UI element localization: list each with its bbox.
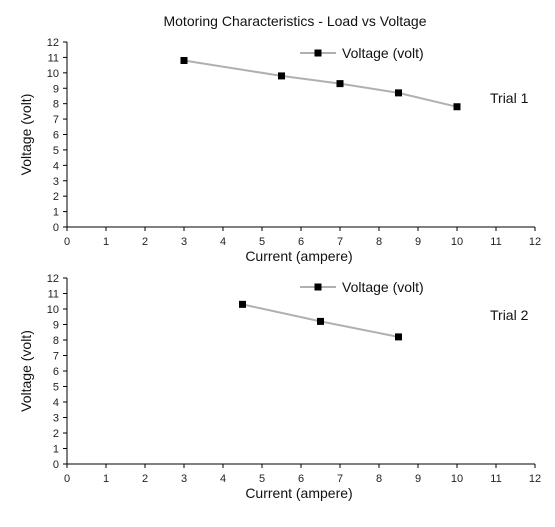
x-tick-label: 10: [451, 236, 463, 248]
y-tick-label: 1: [53, 444, 59, 456]
data-point: [336, 80, 344, 88]
y-tick-label: 10: [47, 68, 59, 80]
y-tick-label: 4: [53, 160, 59, 172]
y-tick-label: 3: [53, 176, 59, 188]
legend-marker-swatch: [314, 49, 322, 57]
y-tick-label: 0: [53, 222, 59, 234]
legend-label: Voltage (volt): [342, 279, 424, 295]
x-tick-label: 8: [376, 236, 382, 248]
x-tick-label: 1: [103, 236, 109, 248]
chart-title: Motoring Characteristics - Load vs Volta…: [163, 13, 426, 29]
y-tick-label: 7: [53, 351, 59, 363]
series-line: [183, 59, 458, 108]
x-tick-label: 9: [415, 473, 421, 485]
y-tick-label: 8: [53, 99, 59, 111]
y-tick-label: 6: [53, 366, 59, 378]
y-tick-label: 11: [48, 52, 59, 64]
x-tick-label: 9: [415, 236, 421, 248]
data-point: [395, 333, 402, 341]
x-tick-label: 7: [337, 473, 343, 485]
y-tick-label: 2: [53, 191, 59, 203]
y-tick-label: 8: [53, 335, 59, 347]
y-tick-label: 7: [53, 114, 59, 126]
y-tick-label: 2: [53, 428, 59, 440]
x-tick-label: 7: [337, 236, 343, 248]
x-tick-label: 12: [529, 473, 541, 485]
y-axis-label: Voltage (volt): [18, 94, 34, 176]
trial-annotation: Trial 2: [490, 307, 529, 323]
data-point: [278, 72, 285, 80]
x-tick-label: 8: [376, 473, 382, 485]
y-tick-label: 5: [53, 145, 59, 157]
y-tick-label: 11: [48, 289, 59, 301]
data-point: [239, 300, 246, 308]
y-tick-label: 9: [53, 320, 59, 332]
x-tick-label: 4: [220, 473, 226, 485]
x-tick-label: 1: [103, 473, 109, 485]
y-tick-label: 1: [53, 207, 59, 219]
y-tick-label: 9: [53, 83, 59, 95]
data-point: [453, 103, 461, 111]
y-tick-label: 4: [53, 397, 59, 409]
x-axis-label: Current (ampere): [245, 485, 352, 501]
y-axis-label: Voltage (volt): [18, 330, 34, 412]
x-tick-label: 0: [64, 236, 70, 248]
x-tick-label: 10: [451, 473, 463, 485]
x-tick-label: 6: [298, 236, 304, 248]
x-axis-label: Current (ampere): [245, 248, 352, 264]
x-tick-label: 11: [490, 473, 501, 485]
y-tick-label: 0: [53, 459, 59, 471]
x-tick-label: 5: [259, 236, 265, 248]
x-tick-label: 5: [259, 473, 265, 485]
trial-annotation: Trial 1: [490, 90, 529, 106]
y-tick-label: 12: [47, 37, 59, 49]
data-point: [395, 89, 402, 97]
y-tick-label: 5: [53, 382, 59, 394]
legend-marker-swatch: [314, 283, 322, 291]
x-tick-label: 3: [181, 236, 187, 248]
data-point: [180, 57, 188, 64]
legend-label: Voltage (volt): [342, 45, 424, 61]
x-tick-label: 4: [220, 236, 226, 248]
x-tick-label: 2: [142, 236, 148, 248]
y-tick-label: 12: [47, 273, 59, 285]
y-tick-label: 3: [53, 413, 59, 425]
data-point: [317, 317, 324, 325]
x-tick-label: 12: [529, 236, 541, 248]
x-tick-label: 6: [298, 473, 304, 485]
x-tick-label: 3: [181, 473, 187, 485]
x-tick-label: 2: [142, 473, 148, 485]
x-tick-label: 0: [64, 473, 70, 485]
y-tick-label: 6: [53, 130, 59, 142]
x-tick-label: 11: [490, 236, 501, 248]
y-tick-label: 10: [47, 304, 59, 316]
